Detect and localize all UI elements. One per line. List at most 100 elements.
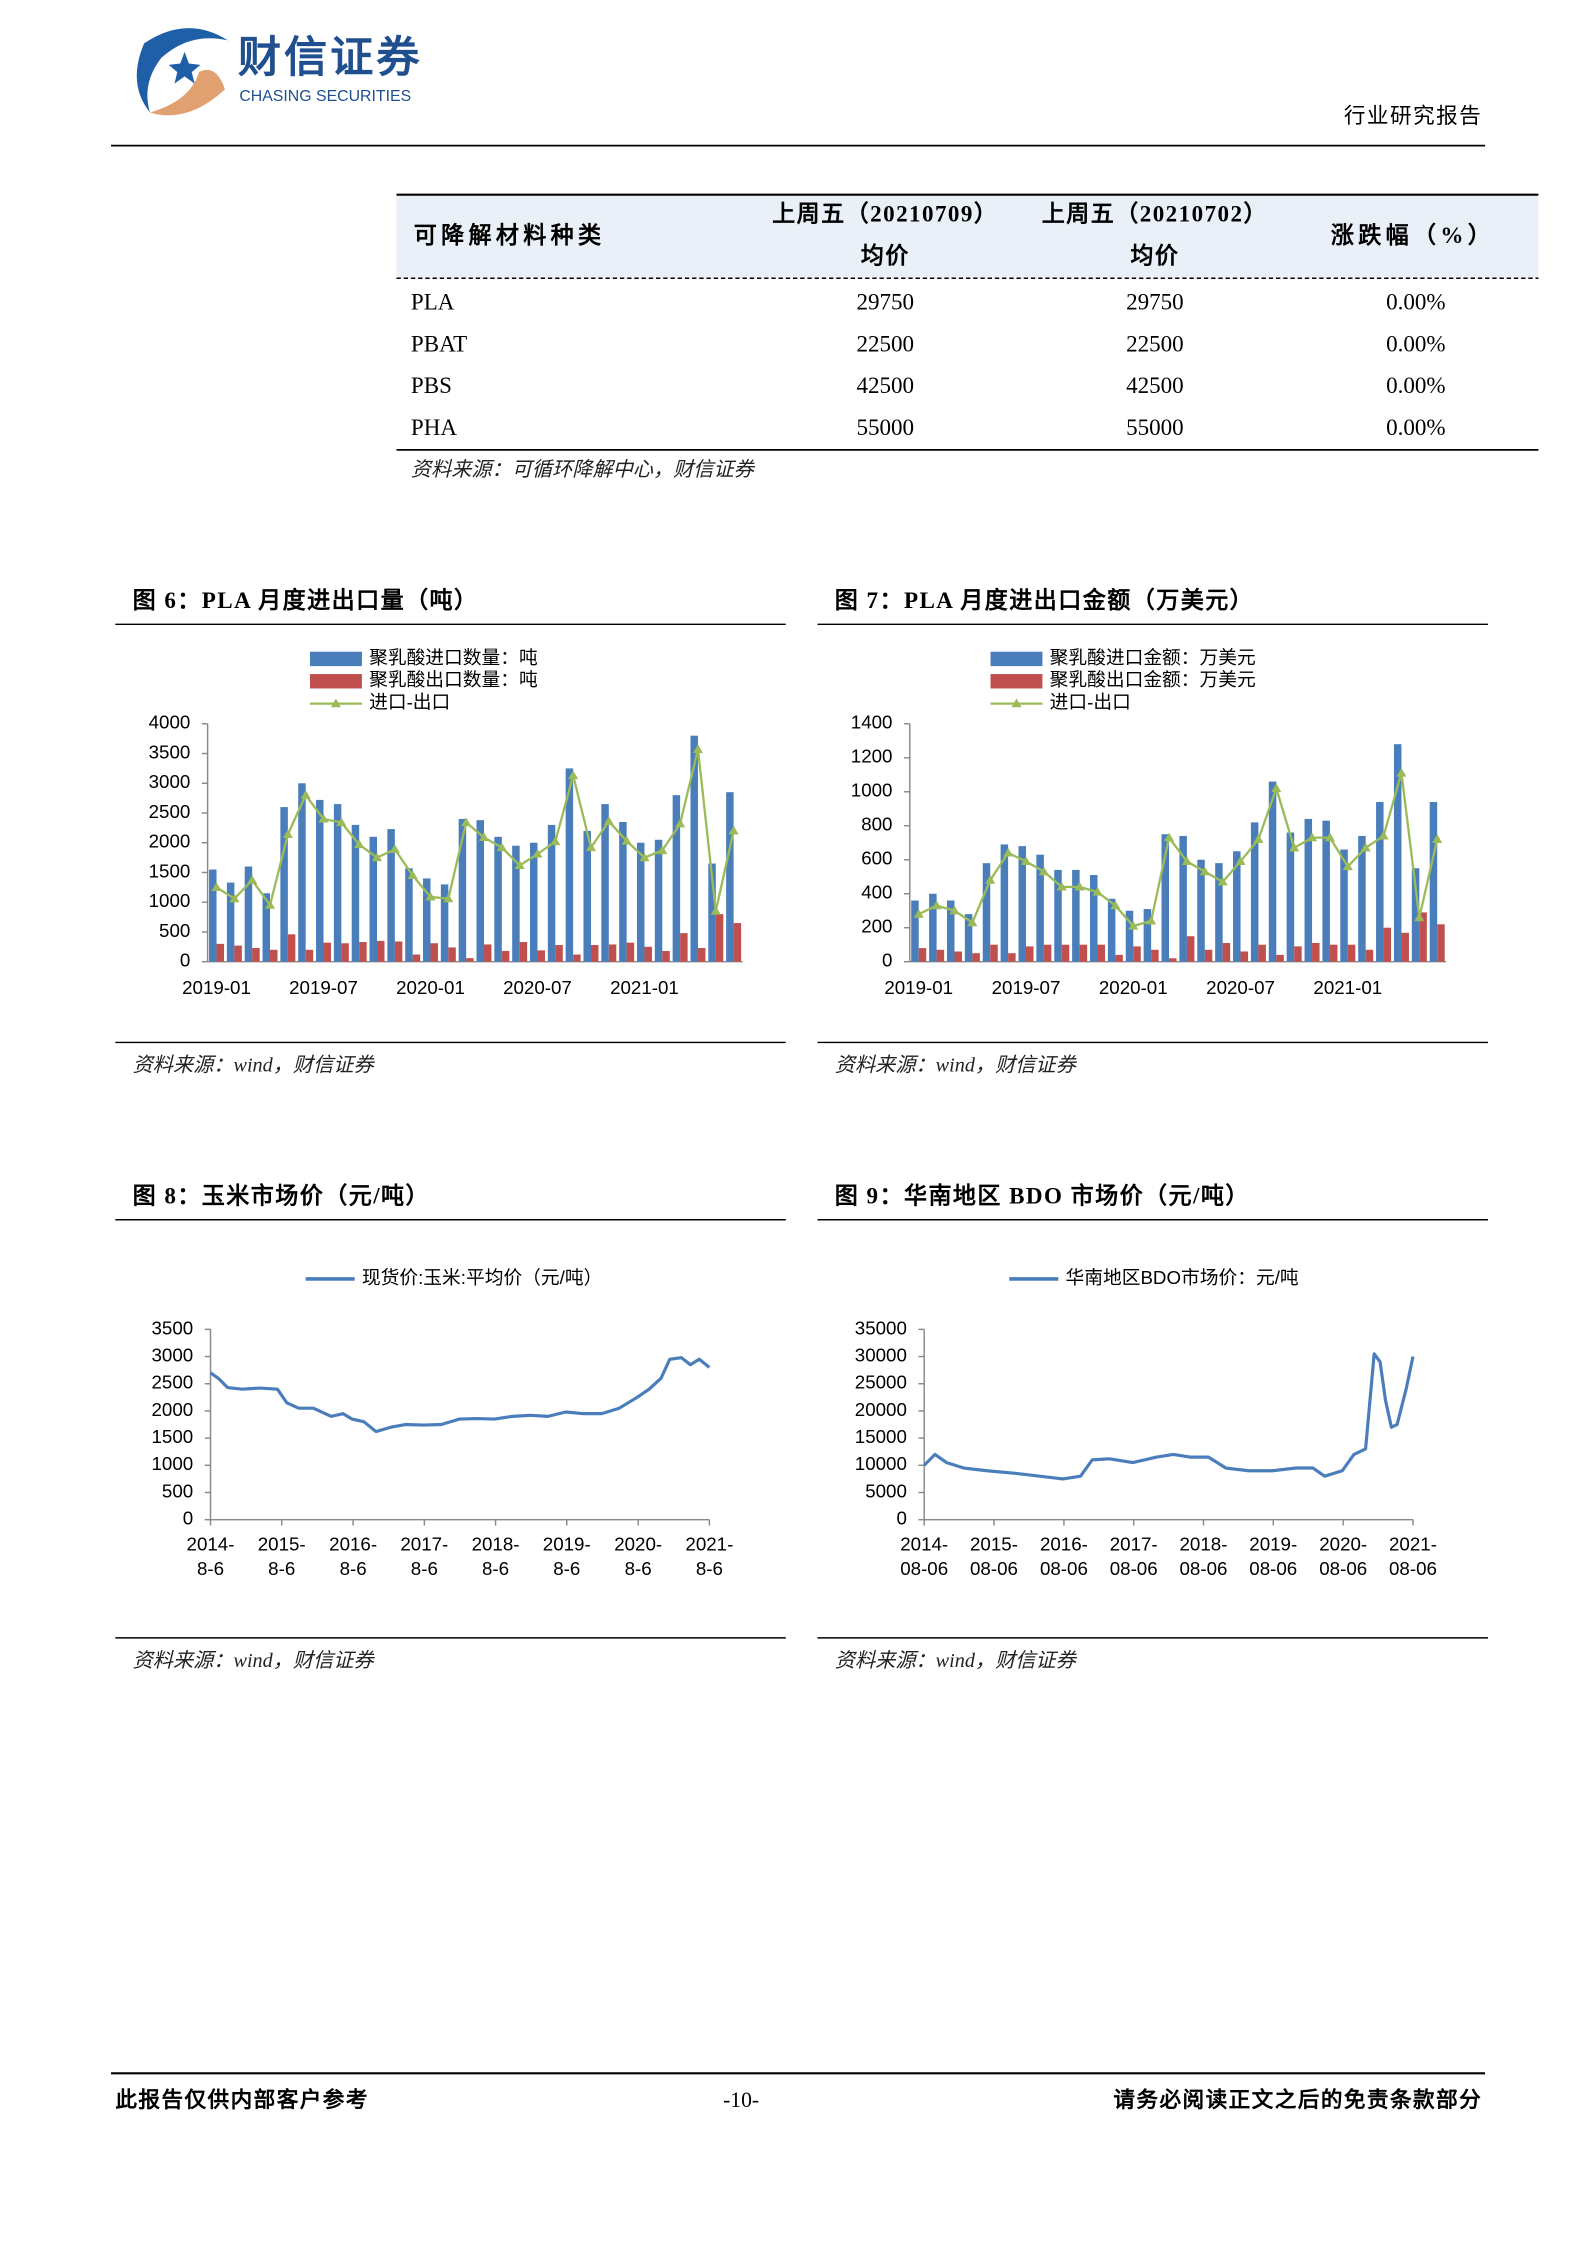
y-tick-label: 25000 [855, 1372, 907, 1393]
table-cell: 42500 [1126, 372, 1184, 398]
table-cell: 0.00% [1386, 372, 1446, 398]
line-marker [639, 852, 650, 862]
bar [466, 958, 474, 962]
bar [216, 943, 225, 962]
figure-source: 资料来源：wind，财信证券 [835, 1650, 1078, 1672]
line-marker [1342, 861, 1353, 871]
logo-icon [149, 69, 225, 116]
bar [1304, 818, 1313, 962]
x-tick-label: 2019-01 [884, 977, 953, 998]
y-tick-label: 500 [162, 1480, 193, 1501]
bar [1151, 949, 1159, 962]
bar [1411, 868, 1420, 962]
bar [573, 954, 581, 962]
line-marker [1110, 900, 1121, 910]
x-tick-label: 2017-8-6 [400, 1534, 448, 1580]
x-tick-label: 2021-01 [610, 977, 679, 998]
y-tick-label: 2500 [152, 1372, 194, 1393]
footer-right: 请务必阅读正文之后的免责条款部分 [1113, 2087, 1482, 2112]
line-marker [336, 817, 347, 827]
logo: 财信证券 CHASING SECURITIES [136, 28, 420, 116]
bar [601, 804, 609, 962]
bar [244, 866, 253, 962]
y-tick-label: 1400 [851, 712, 893, 733]
bar [1079, 944, 1088, 962]
table-cell: 42500 [856, 372, 914, 398]
y-tick-label: 2500 [149, 801, 191, 822]
legend-label: 现货价:玉米:平均价（元/吨） [362, 1267, 602, 1288]
figure: 图 7：PLA 月度进出口金额（万美元） 资料来源：wind，财信证券 0 200 40… [817, 587, 1488, 1077]
bar [954, 951, 962, 962]
y-tick-label: 3000 [152, 1344, 194, 1365]
figure-source: 资料来源：wind，财信证券 [835, 1055, 1078, 1077]
bar [209, 869, 217, 962]
line-marker [1235, 856, 1246, 866]
bar [537, 950, 545, 962]
bar [636, 842, 645, 962]
bar [476, 820, 484, 962]
x-tick-label: 2019-08-06 [1249, 1534, 1297, 1580]
y-tick-label: 4000 [149, 712, 191, 733]
figure-source: 资料来源：wind，财信证券 [133, 1055, 376, 1077]
bar [252, 948, 260, 962]
bar [547, 824, 556, 962]
bar [1294, 946, 1302, 962]
y-tick-label: 30000 [855, 1344, 907, 1365]
line-marker [1289, 842, 1300, 852]
bar [305, 949, 314, 962]
bar [1401, 932, 1409, 962]
line-marker [1217, 876, 1228, 886]
bar [1383, 927, 1392, 962]
legend-label: 聚乳酸出口数量：吨 [369, 669, 538, 690]
bar [458, 818, 467, 962]
bar [1018, 846, 1026, 962]
line-marker [532, 848, 543, 858]
line-marker [550, 836, 561, 846]
bar [1322, 820, 1330, 962]
y-tick-label: 0 [183, 1508, 193, 1529]
legend-label: 聚乳酸进口数量：吨 [369, 647, 538, 668]
bar [964, 914, 973, 962]
bar [440, 884, 449, 962]
bar [626, 942, 635, 962]
bar [1437, 924, 1445, 962]
y-tick-label: 2000 [152, 1399, 194, 1420]
bar [494, 836, 502, 962]
bar [1125, 910, 1134, 962]
x-tick-label: 2016-8-6 [329, 1534, 377, 1580]
y-tick-label: 1500 [152, 1426, 194, 1447]
line-marker [1074, 881, 1085, 891]
bar [430, 943, 438, 962]
bar [1222, 943, 1231, 962]
x-tick-label: 2015-8-6 [258, 1534, 306, 1580]
line-marker [371, 852, 383, 862]
line-marker [1163, 832, 1175, 842]
bar [715, 914, 724, 962]
bar [1258, 944, 1266, 962]
table-cell: PBAT [411, 330, 467, 356]
bar [1286, 832, 1295, 962]
line-marker [282, 829, 293, 839]
y-tick-label: 3000 [149, 771, 191, 792]
line-marker [1414, 912, 1425, 922]
line [215, 749, 735, 912]
bar [972, 953, 980, 962]
legend-marker [1011, 698, 1022, 708]
table-header: 上周五（20210702） [1042, 201, 1268, 227]
y-tick-label: 1000 [149, 890, 191, 911]
y-tick-label: 35000 [855, 1317, 907, 1338]
x-tick-label: 2015-08-06 [970, 1534, 1018, 1580]
bar [697, 948, 706, 962]
line-marker [247, 875, 258, 884]
figure-title: 图 8：玉米市场价（元/吨） [133, 1182, 430, 1208]
bar [644, 946, 652, 962]
x-tick-label: 2019-8-6 [543, 1534, 591, 1580]
bar [733, 923, 742, 962]
bar [448, 947, 456, 962]
x-tick-label: 2014-8-6 [187, 1534, 235, 1580]
line-marker [1253, 834, 1264, 843]
line-marker [692, 744, 704, 753]
line-marker [407, 870, 418, 880]
line-marker [568, 770, 579, 780]
